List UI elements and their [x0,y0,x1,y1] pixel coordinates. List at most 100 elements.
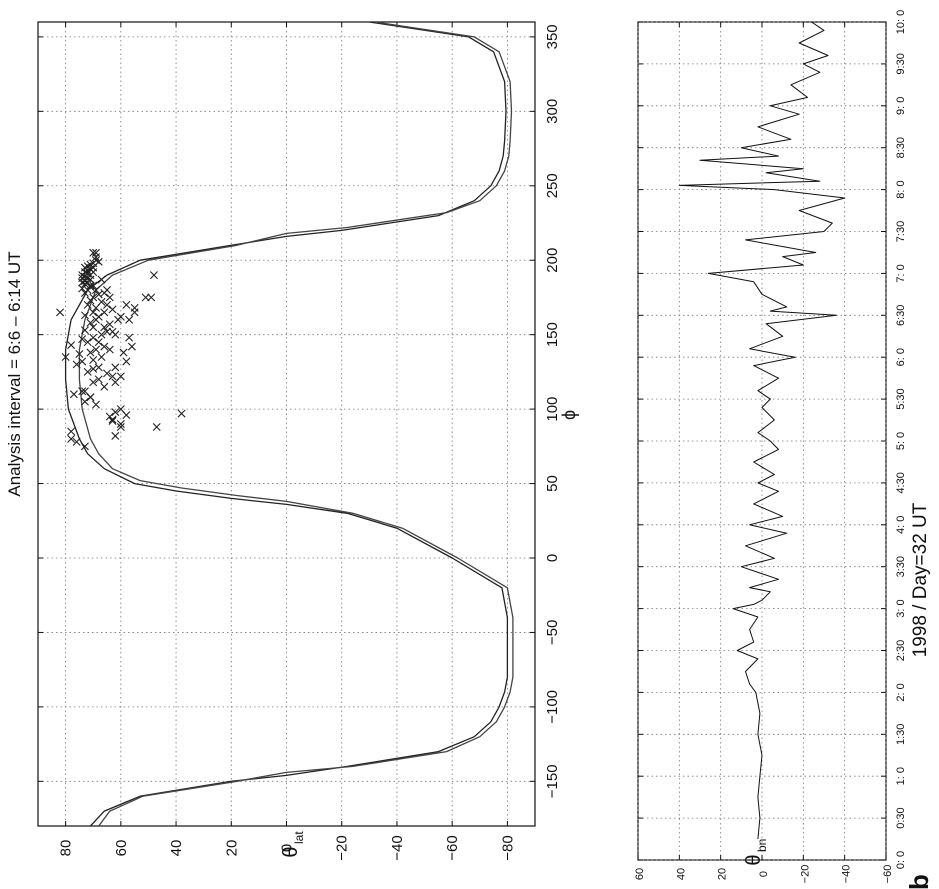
scatter-point [127,342,136,351]
x-tick-label: 5:30 [895,388,907,409]
scatter-point [89,378,98,387]
x-tick-label: −100 [544,690,561,724]
scatter-point [78,335,87,344]
x-tick-label: 2: 0 [895,683,907,701]
bottom-y-axis-label-subscript: bn [755,839,769,852]
scatter-point [67,434,76,443]
x-tick-label: 100 [544,397,561,422]
scatter-point [130,303,139,312]
scatter-point [56,308,65,317]
y-tick-label: 40 [168,840,185,857]
scatter-point [78,387,87,396]
y-tick-label: −20 [334,835,351,860]
scatter-point [177,409,186,418]
scatter-point [78,357,87,366]
y-tick-label: −60 [444,835,461,860]
scatter-point [86,393,95,402]
scatter-point [83,367,92,376]
scatter-point [125,315,134,324]
scatter-point [103,286,112,294]
series-line-0 [64,22,509,826]
x-tick-label: 0: 0 [895,851,907,869]
scatter-point [103,300,112,309]
scatter-point [108,372,117,381]
scatter-point [111,431,120,440]
scatter-point [122,357,131,366]
scatter-point [100,323,109,332]
scatter-point [97,353,106,361]
x-tick-label: 350 [544,24,561,49]
bottom-y-axis-label: θ [743,854,765,865]
y-axis-label-group: θ lat [280,831,306,858]
scatter-point [72,437,81,446]
x-tick-label: 7: 0 [895,264,907,282]
scatter-point [105,412,114,421]
scatter-point [72,360,81,369]
y-tick-label: 0 [279,844,296,852]
x-tick-label: 10: 0 [895,10,907,34]
scatter-point [97,330,106,339]
x-tick-label: 3: 0 [895,599,907,617]
series-line-0 [678,22,846,840]
scatter-point [91,400,100,409]
scatter-point [100,308,109,317]
scatter-point [89,308,98,317]
scatter-point [91,286,100,294]
y-axis-label-subscript: lat [292,831,306,844]
scatter-point [89,333,98,342]
x-tick-label: 4:30 [895,472,907,493]
x-tick-label: 250 [544,173,561,198]
y-tick-label: −20 [799,865,811,884]
scatter-point [94,338,103,347]
scatter-point [108,327,117,336]
scatter-point [75,350,84,359]
x-tick-label: 7:30 [895,221,907,242]
x-tick-label: 9:30 [895,53,907,74]
scatter-point [89,248,98,257]
scatter-point [97,275,106,284]
x-tick-label: 6: 0 [895,348,907,366]
bottom-x-axis-label: 1998 / Day=32 UT [910,502,931,657]
scatter-point [147,293,156,302]
scatter-point [83,338,92,347]
x-tick-label: 200 [544,248,561,273]
scatter-point [100,382,109,391]
scatter-point [116,372,125,381]
y-tick-label: −80 [499,835,516,860]
x-tick-label: 50 [544,475,561,492]
scatter-point [80,288,89,297]
scatter-point [67,427,76,436]
x-tick-label: 9: 0 [895,97,907,115]
scatter-point [94,257,103,266]
scatter-point [122,411,131,420]
y-axis-label: θ [280,846,302,857]
y-tick-label: −60 [882,865,894,884]
y-tick-label: 60 [113,840,130,857]
scatter-point [94,312,103,321]
scatter-point [119,348,128,357]
scatter-point [89,281,98,290]
y-tick-label: 80 [58,840,75,857]
scatter-point [89,355,98,364]
x-tick-label: 300 [544,99,561,124]
scatter-point [80,326,89,335]
scatter-point [100,342,109,351]
scatter-point [149,271,158,280]
scatter-point [116,312,125,321]
scatter-point [97,297,106,306]
x-tick-label: 8:30 [895,137,907,158]
scatter-point [116,422,125,431]
y-tick-label: 40 [675,868,687,880]
scatter-point [122,300,131,309]
scatter-point [91,256,100,265]
x-tick-label: −50 [544,620,561,645]
scatter-point [80,311,89,320]
series-line-1 [78,22,514,826]
x-tick-label: 1: 0 [895,767,907,785]
x-tick-label: 0 [544,554,561,562]
x-tick-label: −150 [544,764,561,798]
y-tick-label: 20 [223,840,240,857]
scatter-point [80,397,89,406]
bottom-y-axis-label-group: θ bn [743,839,769,866]
